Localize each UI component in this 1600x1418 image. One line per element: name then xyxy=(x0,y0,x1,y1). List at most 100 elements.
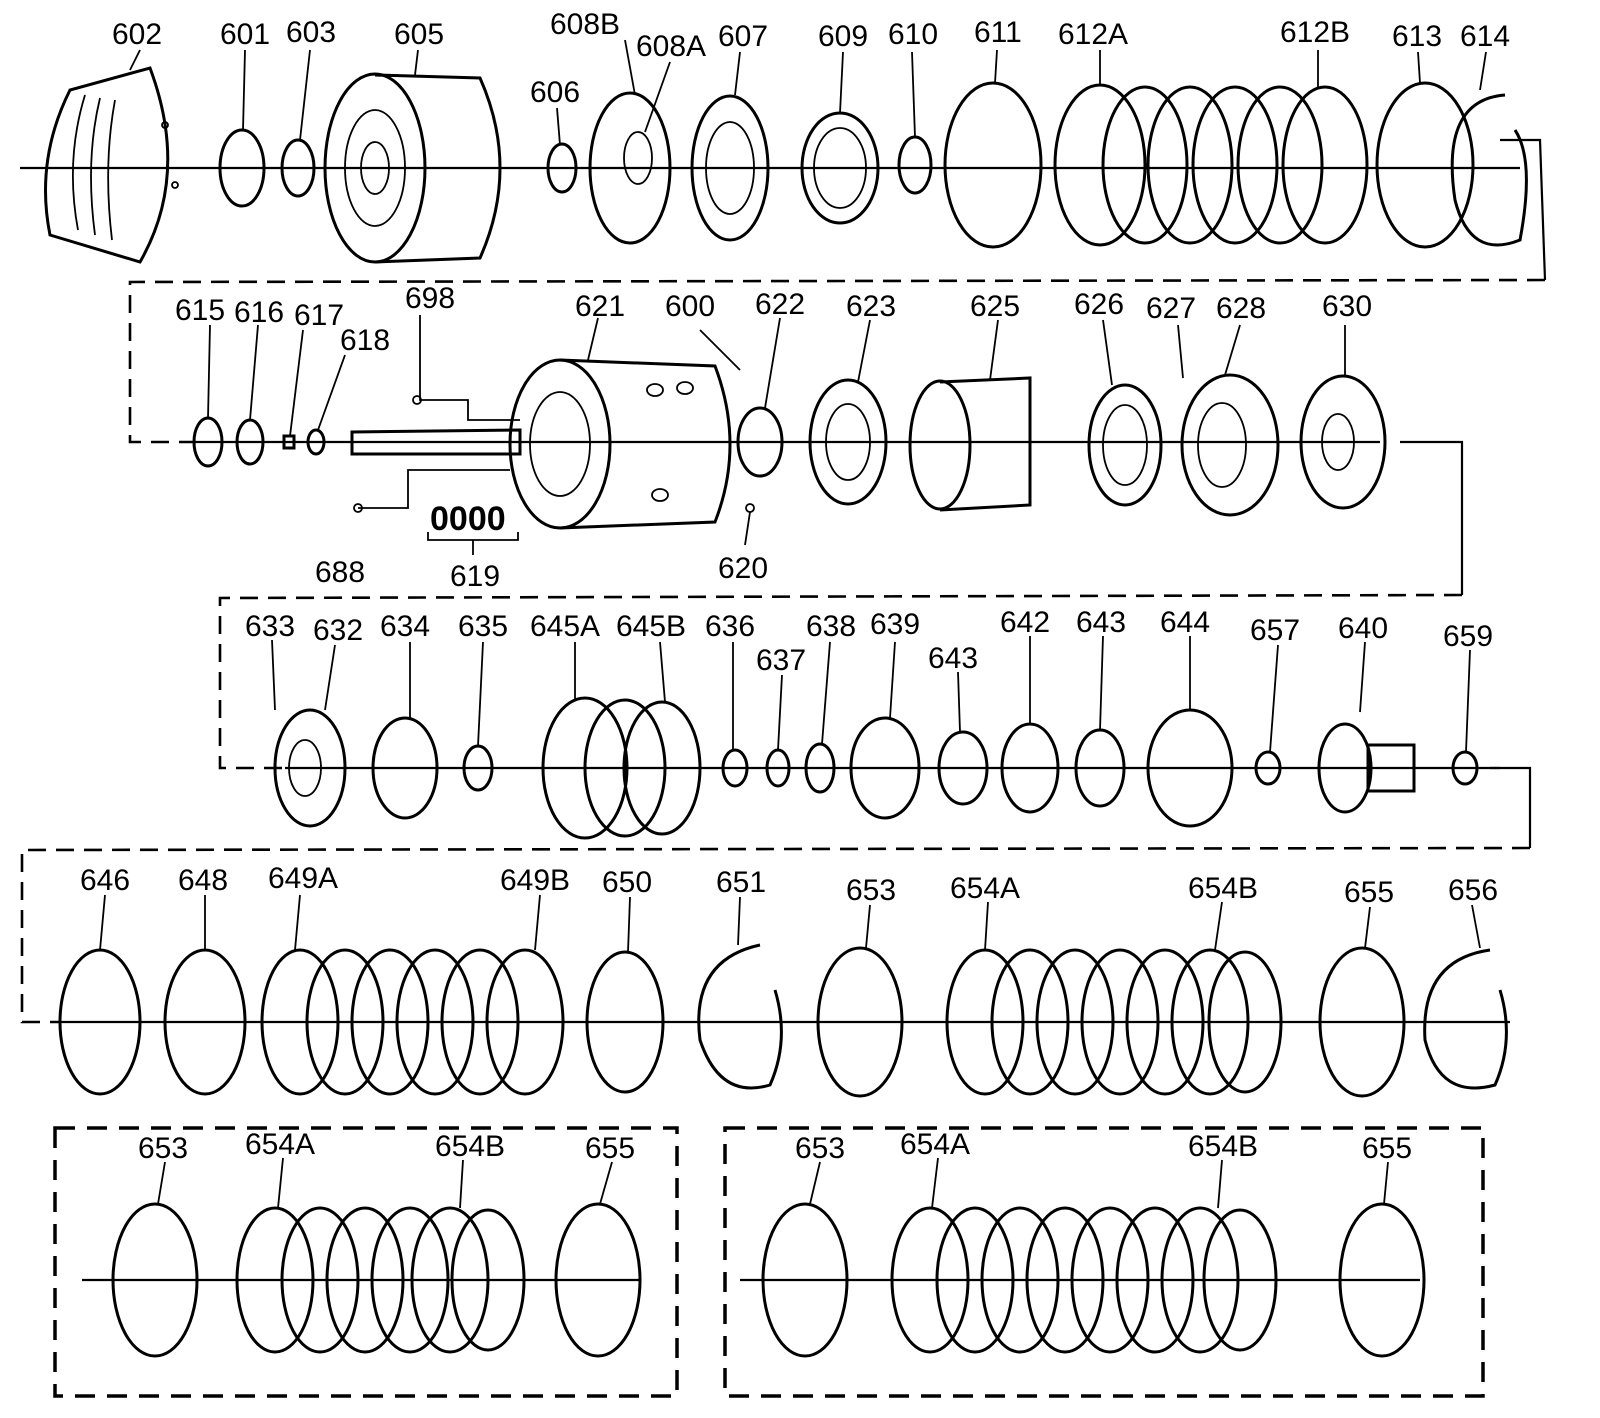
callout-655: 655 xyxy=(1344,876,1394,909)
callout-651: 651 xyxy=(716,866,766,899)
part-638-ring xyxy=(804,742,836,794)
part-657-bushing xyxy=(1254,750,1282,786)
part-643a-washer xyxy=(937,730,989,806)
callout-632: 632 xyxy=(313,614,363,647)
callout-625: 625 xyxy=(970,290,1020,323)
callout-634: 634 xyxy=(380,610,430,643)
part-607-housing xyxy=(690,94,770,242)
callout-621: 621 xyxy=(575,290,625,323)
callout-633: 633 xyxy=(245,610,295,643)
part-619-shim-bracket xyxy=(427,532,519,555)
part-611-plate xyxy=(943,81,1043,249)
callout-603: 603 xyxy=(286,16,336,49)
callout-698: 698 xyxy=(405,282,455,315)
callout-611: 611 xyxy=(974,16,1022,49)
callout-653: 653 xyxy=(846,874,896,907)
option-right-callout-654B: 654B xyxy=(1188,1130,1258,1163)
option-box-left xyxy=(53,1126,679,1398)
callout-601: 601 xyxy=(220,18,270,51)
part-620-plug xyxy=(745,503,755,513)
callout-628: 628 xyxy=(1216,292,1266,325)
part-626-sprag xyxy=(1087,383,1163,507)
callout-637: 637 xyxy=(756,644,806,677)
callout-688: 688 xyxy=(315,556,365,589)
callout-643a: 643 xyxy=(928,642,978,675)
part-606-bushing xyxy=(546,142,578,194)
part-655-plate xyxy=(1318,946,1406,1098)
callout-643b: 643 xyxy=(1076,606,1126,639)
part-639-gear xyxy=(849,716,921,820)
callout-636: 636 xyxy=(705,610,755,643)
callout-659: 659 xyxy=(1443,620,1493,653)
part-653-plate xyxy=(816,946,904,1098)
part-602-band xyxy=(44,66,179,264)
callout-654A: 654A xyxy=(950,872,1020,905)
part-645-clutch-pack xyxy=(541,696,702,840)
callout-613: 613 xyxy=(1392,20,1442,53)
part-622-seal xyxy=(736,406,784,478)
callout-616: 616 xyxy=(234,296,284,329)
part-656-snap-ring xyxy=(1423,948,1508,1090)
callout-657: 657 xyxy=(1250,614,1300,647)
callout-608B: 608B xyxy=(550,8,620,41)
callout-656: 656 xyxy=(1448,874,1498,907)
callout-605: 605 xyxy=(394,18,444,51)
part-605-drum xyxy=(323,72,502,264)
callout-606: 606 xyxy=(530,76,580,109)
part-601-ring xyxy=(218,128,266,208)
part-612-clutch-pack xyxy=(1053,83,1369,247)
part-621-shaft-drum xyxy=(350,358,732,530)
part-636-bearing xyxy=(721,748,749,788)
callout-640: 640 xyxy=(1338,612,1388,645)
option-right-653 xyxy=(761,1202,849,1358)
row2-callouts: 615 616 617 618 698 621 600 622 623 625 … xyxy=(175,282,1372,593)
leader-lines xyxy=(99,39,1487,1209)
part-650-plate xyxy=(585,950,665,1094)
option-left-655 xyxy=(554,1202,642,1358)
part-603-bushing xyxy=(280,138,316,198)
option-left-callouts: 653 654A 654B 655 xyxy=(138,1128,635,1165)
part-630-hub xyxy=(1299,374,1387,510)
callout-615: 615 xyxy=(175,294,225,327)
part-632-carrier xyxy=(273,708,347,828)
option-right-654-pack xyxy=(890,1206,1278,1354)
shim-0000: 0000 xyxy=(430,500,506,538)
option-right-655 xyxy=(1338,1202,1426,1358)
callout-648: 648 xyxy=(178,864,228,897)
callout-635: 635 xyxy=(458,610,508,643)
callout-646: 646 xyxy=(80,864,130,897)
callout-627: 627 xyxy=(1146,292,1196,325)
callout-645B: 645B xyxy=(616,610,686,643)
callout-639: 639 xyxy=(870,608,920,641)
callout-649B: 649B xyxy=(500,864,570,897)
callout-638: 638 xyxy=(806,610,856,643)
option-left-callout-654A: 654A xyxy=(245,1128,315,1161)
callout-602: 602 xyxy=(112,18,162,51)
callout-609: 609 xyxy=(818,20,868,53)
part-617-seal xyxy=(282,434,296,450)
flow-lines xyxy=(20,138,1547,1282)
part-634-sprag xyxy=(371,716,439,820)
row3-callouts: 633 632 634 635 645A 645B 636 637 638 63… xyxy=(245,606,1493,677)
callout-607: 607 xyxy=(718,20,768,53)
part-659-bushing xyxy=(1451,750,1479,786)
part-625-shell xyxy=(908,376,1032,512)
option-right-callout-654A: 654A xyxy=(900,1128,970,1161)
row1-callouts: 602 601 603 605 608B 606 608A 607 609 61… xyxy=(112,8,1510,109)
part-618-ring xyxy=(306,428,326,456)
part-649-clutch-pack xyxy=(260,948,565,1096)
callout-654B: 654B xyxy=(1188,872,1258,905)
part-628-race xyxy=(1180,373,1280,517)
callout-644: 644 xyxy=(1160,606,1210,639)
option-left-callout-653: 653 xyxy=(138,1132,188,1165)
callout-642: 642 xyxy=(1000,606,1050,639)
option-left-653 xyxy=(111,1202,199,1358)
part-610-ring xyxy=(897,135,933,195)
option-right-callout-653: 653 xyxy=(795,1132,845,1165)
option-left-callout-655: 655 xyxy=(585,1132,635,1165)
callout-645A: 645A xyxy=(530,610,600,643)
callout-612B: 612B xyxy=(1280,16,1350,49)
part-613-plate xyxy=(1375,81,1475,249)
callout-620: 620 xyxy=(718,552,768,585)
